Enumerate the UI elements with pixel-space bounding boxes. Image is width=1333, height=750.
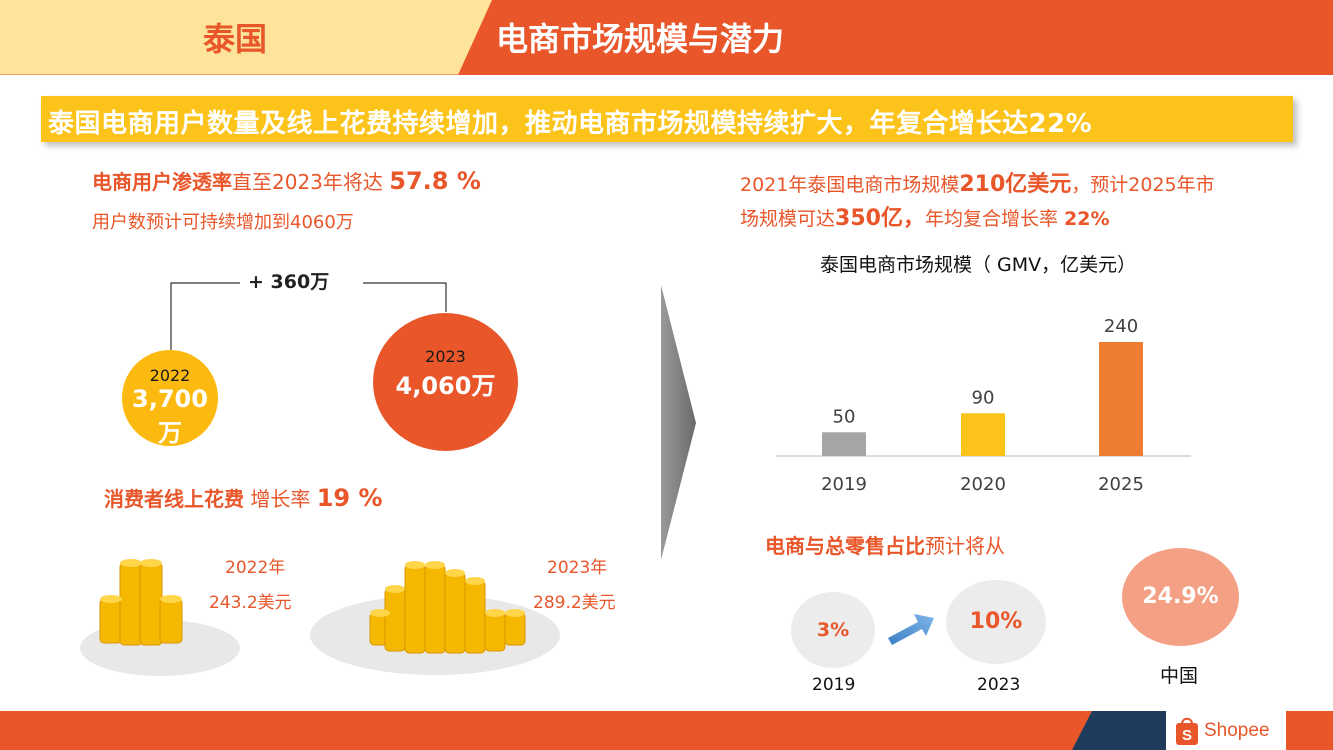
increase-bracket bbox=[170, 282, 447, 350]
gmv-bar-chart: 50 2019 90 2020 240 2025 bbox=[776, 316, 1191, 495]
spending-2022-year: 2022年 bbox=[225, 558, 286, 578]
bar-2020 bbox=[961, 413, 1005, 456]
user-forecast-line: 用户数预计可持续增加到4060万 bbox=[92, 212, 354, 233]
data-label-2020: 90 bbox=[972, 387, 995, 408]
spending-title-plain: 增长率 bbox=[250, 487, 311, 511]
header-country: 泰国 bbox=[202, 20, 267, 58]
increase-label: + 360万 bbox=[248, 271, 330, 293]
retail-2019-circle: 3% bbox=[791, 592, 875, 668]
market-line2-d: 22% bbox=[1064, 208, 1110, 230]
market-line1-a: 2021年泰国电商市场规模 bbox=[740, 174, 960, 196]
svg-text:S: S bbox=[1182, 727, 1192, 744]
bar-2025 bbox=[1099, 342, 1143, 456]
market-line2-c: 年均复合增长率 bbox=[924, 208, 1058, 230]
penetration-line: 电商用户渗透率直至2023年将达 57.8 % bbox=[92, 166, 481, 195]
penetration-plain: 直至2023年将达 bbox=[232, 170, 383, 194]
china-share-value: 24.9% bbox=[1142, 584, 1219, 609]
retail-2019-value: 3% bbox=[816, 619, 850, 641]
users-2022-circle: 2022 3,700万 bbox=[122, 350, 218, 447]
retail-share-title: 电商与总零售占比预计将从 bbox=[765, 530, 1005, 559]
shopee-logo-text: Shopee bbox=[1204, 720, 1270, 741]
retail-share-title-plain: 预计将从 bbox=[925, 534, 1005, 558]
bar-2019 bbox=[822, 432, 866, 456]
spending-2022-amount: 243.2美元 bbox=[209, 593, 292, 613]
market-line2-b: 350亿， bbox=[835, 206, 925, 231]
summary-banner-text: 泰国电商用户数量及线上花费持续增加，推动电商市场规模持续扩大，年复合增长达22% bbox=[48, 109, 1093, 139]
spending-title: 消费者线上花费 增长率 19 % bbox=[104, 483, 383, 512]
retail-2023-circle: 10% bbox=[946, 580, 1046, 664]
retail-2019-year: 2019 bbox=[812, 675, 856, 695]
data-label-2025: 240 bbox=[1104, 316, 1138, 337]
retail-share-title-bold: 电商与总零售占比 bbox=[765, 534, 925, 558]
users-2023-circle: 2023 4,060万 bbox=[373, 313, 518, 451]
growth-arrow-icon bbox=[888, 614, 934, 645]
header-title-panel bbox=[0, 0, 1333, 75]
footer-bar bbox=[0, 711, 1333, 750]
coin-stack-large-icon bbox=[310, 561, 560, 675]
market-line1-b: 210亿美元 bbox=[959, 172, 1072, 197]
retail-2023-year: 2023 bbox=[977, 675, 1021, 695]
shopee-bag-icon: S bbox=[1176, 717, 1198, 745]
divider-arrow-icon bbox=[661, 285, 696, 560]
header-country-panel bbox=[0, 0, 500, 75]
market-line-1: 2021年泰国电商市场规模210亿美元，预计2025年市 bbox=[740, 166, 1215, 198]
summary-banner bbox=[41, 96, 1293, 142]
x-tick-2025: 2025 bbox=[1098, 474, 1144, 495]
retail-2023-value: 10% bbox=[969, 609, 1023, 634]
coin-stack-small-icon bbox=[80, 559, 240, 676]
users-2023-value: 4,060万 bbox=[395, 372, 496, 400]
china-label: 中国 bbox=[1160, 665, 1199, 687]
x-tick-2019: 2019 bbox=[821, 474, 867, 495]
data-label-2019: 50 bbox=[833, 406, 856, 427]
shopee-logo: S Shopee bbox=[1166, 711, 1286, 750]
market-line2-a: 场规模可达 bbox=[740, 208, 836, 230]
users-2022-value: 3,700万 bbox=[132, 385, 208, 447]
penetration-value: 57.8 % bbox=[389, 167, 481, 195]
penetration-label: 电商用户渗透率 bbox=[92, 170, 232, 194]
spending-2023-year: 2023年 bbox=[547, 558, 608, 578]
chart-title: 泰国电商市场规模（ GMV，亿美元） bbox=[820, 254, 1137, 276]
users-2023-year: 2023 bbox=[425, 347, 466, 366]
market-line-2: 场规模可达350亿，年均复合增长率 22% bbox=[740, 200, 1110, 232]
spending-growth-value: 19 % bbox=[316, 484, 383, 512]
spending-2023-amount: 289.2美元 bbox=[533, 593, 616, 613]
spending-title-bold: 消费者线上花费 bbox=[104, 487, 244, 511]
china-share-circle: 24.9% bbox=[1122, 548, 1239, 646]
header-title: 电商市场规模与潜力 bbox=[496, 20, 785, 58]
users-2022-year: 2022 bbox=[149, 366, 191, 385]
x-tick-2020: 2020 bbox=[960, 474, 1006, 495]
market-line1-c: ，预计2025年市 bbox=[1071, 174, 1215, 196]
